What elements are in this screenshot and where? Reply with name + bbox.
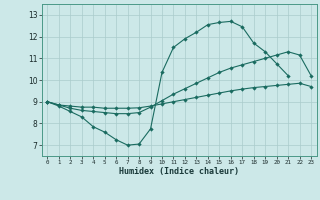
X-axis label: Humidex (Indice chaleur): Humidex (Indice chaleur) (119, 167, 239, 176)
